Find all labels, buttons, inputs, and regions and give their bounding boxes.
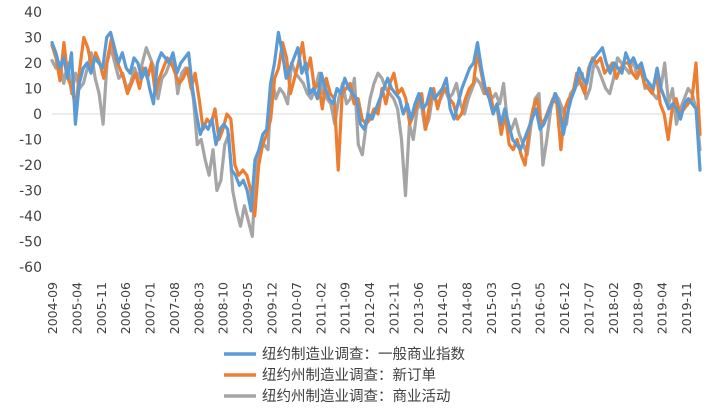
- y-tick-label: 30: [24, 31, 42, 47]
- x-tick-label: 2005-11: [94, 282, 109, 334]
- x-tick-label: 2019-04: [655, 282, 670, 334]
- x-tick-label: 2010-07: [289, 282, 304, 334]
- x-tick-label: 2018-02: [606, 282, 621, 334]
- y-tick-label: -20: [19, 158, 42, 174]
- y-tick-label: -60: [19, 260, 42, 276]
- x-tick-label: 2014-01: [435, 282, 450, 334]
- x-tick-label: 2016-12: [557, 282, 572, 334]
- y-axis: 40 30 20 10 0 -10 -20 -30 -40 -50 -60: [19, 5, 42, 276]
- x-tick-label: 2005-04: [69, 282, 84, 334]
- x-tick-label: 2007-08: [167, 282, 182, 334]
- x-tick-label: 2011-09: [338, 282, 353, 334]
- x-tick-label: 2013-06: [411, 282, 426, 334]
- x-tick-label: 2009-05: [240, 282, 255, 334]
- x-tick-label: 2009-12: [264, 282, 279, 334]
- x-axis: 2004-09 2005-04 2005-11 2006-06 2007-01 2007-…: [45, 113, 700, 334]
- x-tick-label: 2012-11: [386, 282, 401, 334]
- x-tick-label: 2011-02: [313, 282, 328, 334]
- x-tick-label: 2006-06: [118, 282, 133, 334]
- y-tick-label: -40: [19, 209, 42, 225]
- series-line-1: [50, 35, 702, 218]
- x-tick-label: 2015-10: [508, 282, 523, 334]
- x-tick-label: 2014-08: [460, 282, 475, 334]
- y-tick-label: 40: [24, 5, 42, 21]
- legend-label-0: 纽约制造业调查：一般商业指数: [262, 346, 465, 363]
- x-tick-label: 2007-01: [143, 282, 158, 334]
- y-tick-label: -50: [19, 235, 42, 251]
- x-tick-label: 2016-05: [533, 282, 548, 334]
- x-tick-label: 2018-09: [630, 282, 645, 334]
- series-layer: [50, 30, 702, 238]
- x-tick-label: 2004-09: [45, 282, 60, 334]
- x-tick-label: 2017-07: [582, 282, 597, 334]
- series-line-2: [50, 46, 702, 238]
- x-tick-label: 2008-03: [191, 282, 206, 334]
- y-tick-label: 0: [33, 107, 42, 123]
- x-tick-label: 2015-03: [484, 282, 499, 334]
- x-tick-label: 2019-11: [679, 282, 694, 334]
- legend-label-1: 纽约州制造业调查：新订单: [262, 367, 436, 384]
- series-line-0: [50, 30, 702, 213]
- y-tick-label: -10: [19, 133, 42, 149]
- y-tick-label: -30: [19, 184, 42, 200]
- legend-label-2: 纽约州制造业调查：商业活动: [262, 388, 451, 405]
- y-tick-label: 10: [24, 82, 42, 98]
- x-tick-label: 2012-04: [362, 282, 377, 334]
- x-tick-label: 2008-10: [216, 282, 231, 334]
- y-tick-label: 20: [24, 56, 42, 72]
